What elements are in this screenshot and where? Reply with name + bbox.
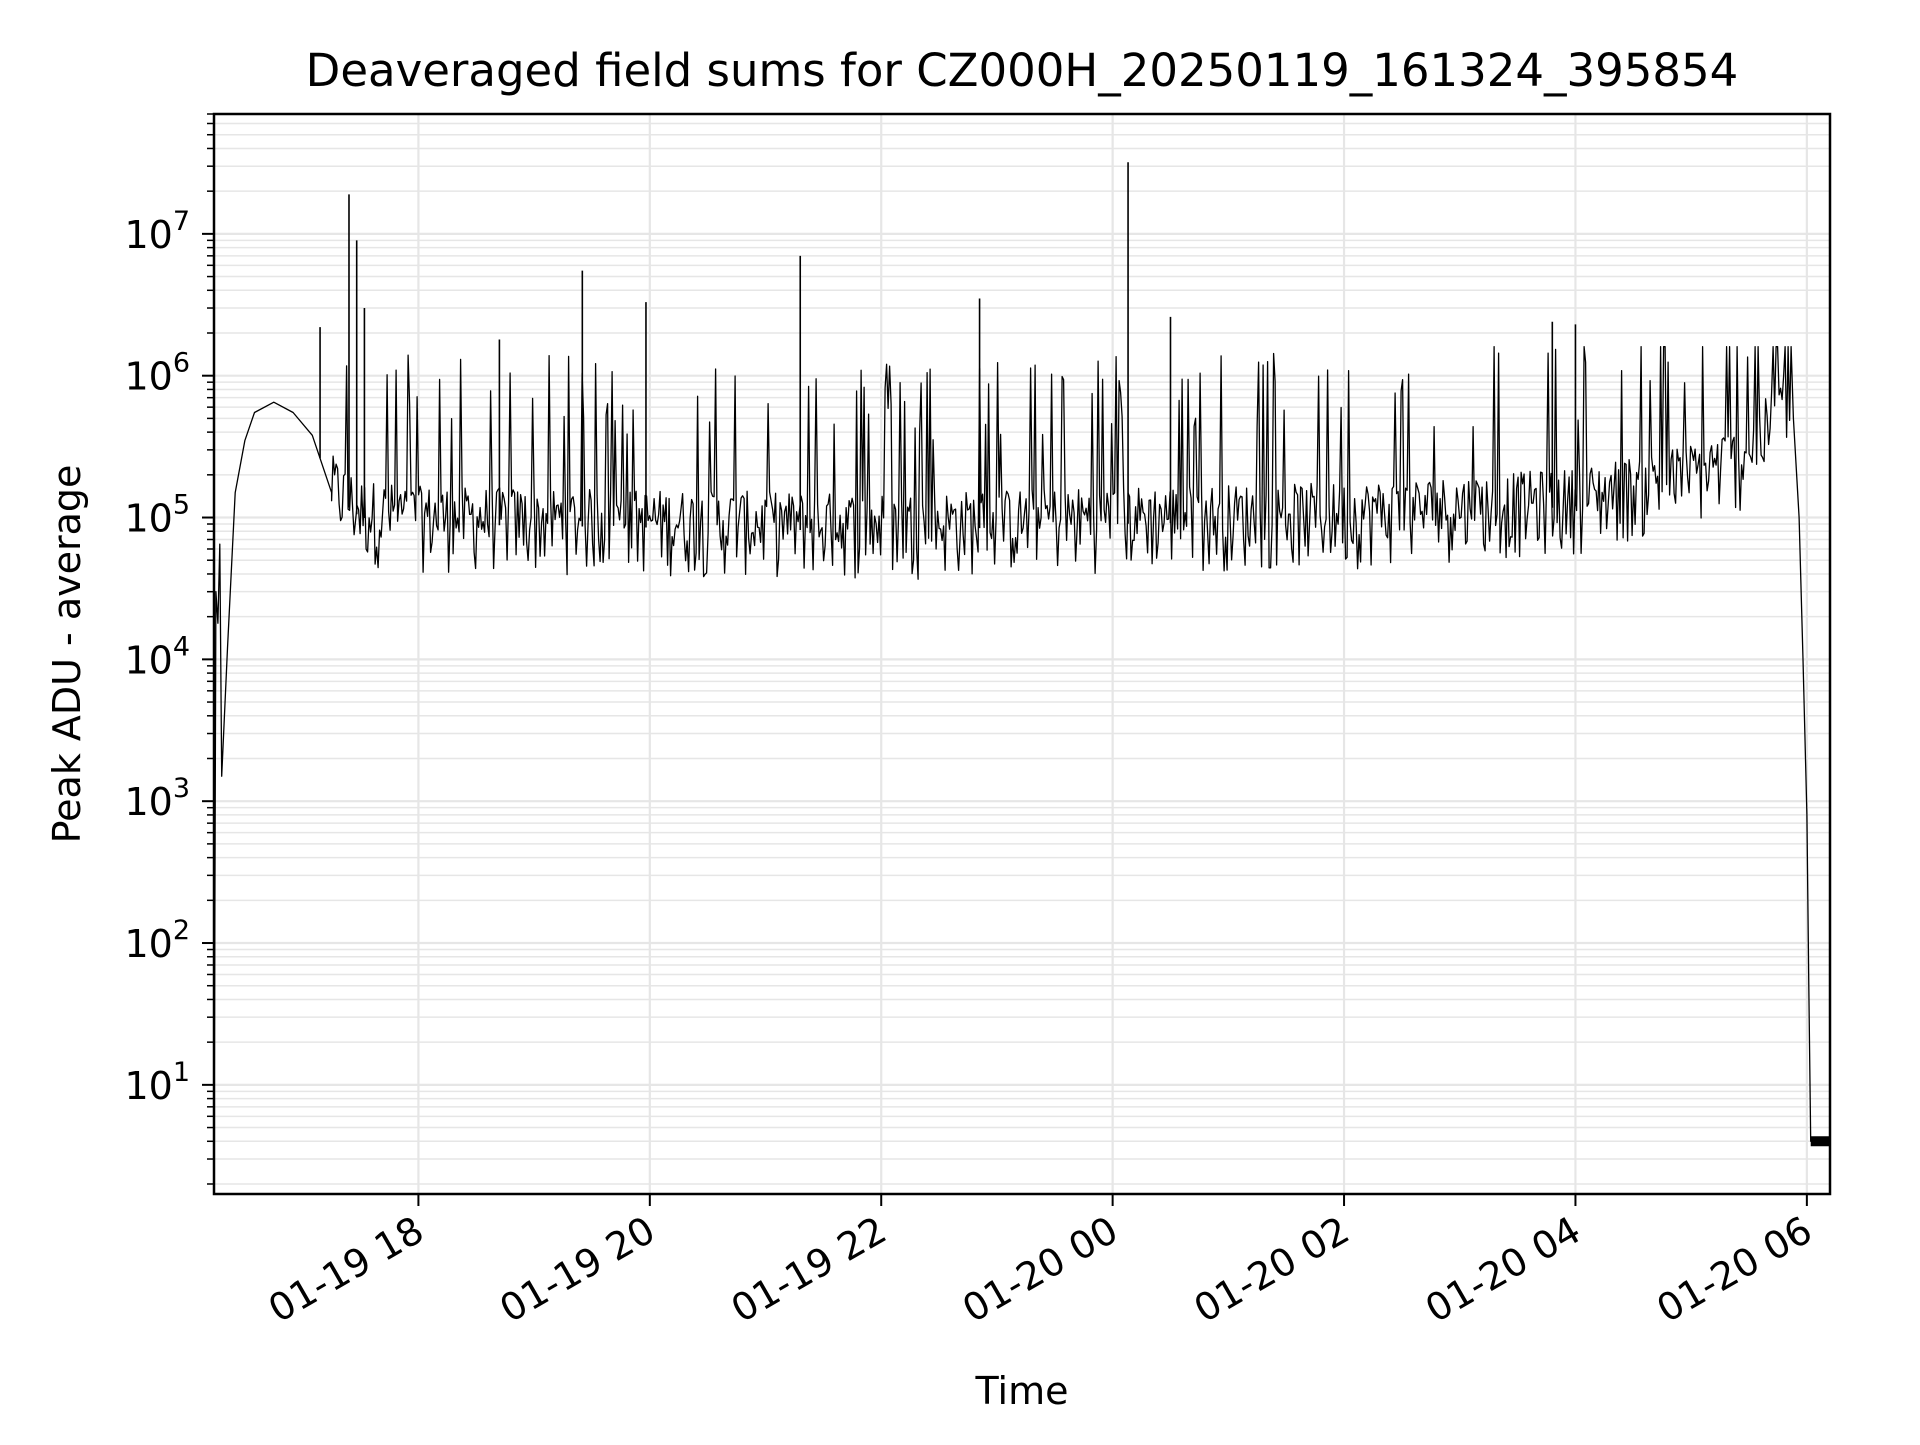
chart-title: Deaveraged field sums for CZ000H_2025011… [306, 44, 1739, 97]
y-tick-label: 101 [124, 1057, 190, 1108]
major-gridlines [214, 114, 1830, 1194]
y-tick-label: 104 [124, 631, 190, 682]
data-layer [213, 162, 1830, 1185]
plot-frame [212, 112, 1832, 1196]
series-line [213, 346, 1830, 1185]
y-axis-label: Peak ADU - average [45, 465, 89, 844]
y-axis: 101 102 103 104 105 106 107 [124, 113, 214, 1185]
y-tick-label: 106 [124, 348, 190, 399]
y-tick-label: 102 [124, 915, 190, 966]
y-tick-label: 107 [124, 206, 190, 257]
y-tick-label: 103 [124, 773, 190, 824]
x-axis-label: Time [975, 1369, 1069, 1413]
y-tick-label: 105 [124, 490, 190, 541]
